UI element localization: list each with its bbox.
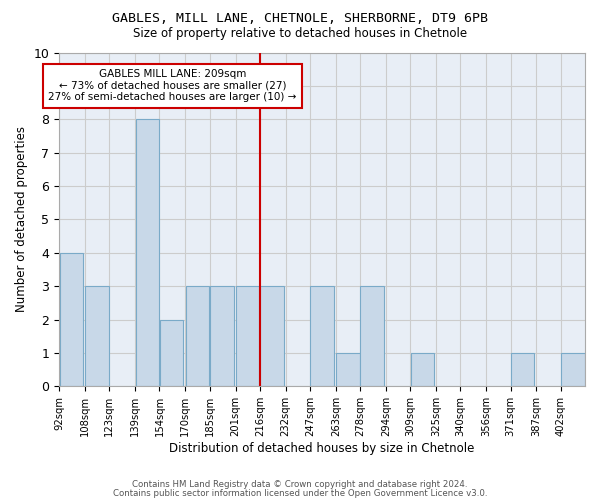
Y-axis label: Number of detached properties: Number of detached properties <box>15 126 28 312</box>
Bar <box>260 286 284 386</box>
Bar <box>410 353 434 386</box>
Bar <box>59 253 83 386</box>
Bar <box>160 320 184 386</box>
Text: Contains public sector information licensed under the Open Government Licence v3: Contains public sector information licen… <box>113 488 487 498</box>
X-axis label: Distribution of detached houses by size in Chetnole: Distribution of detached houses by size … <box>169 442 475 455</box>
Bar <box>236 286 259 386</box>
Bar <box>561 353 584 386</box>
Bar <box>136 120 159 386</box>
Text: GABLES, MILL LANE, CHETNOLE, SHERBORNE, DT9 6PB: GABLES, MILL LANE, CHETNOLE, SHERBORNE, … <box>112 12 488 26</box>
Bar <box>336 353 360 386</box>
Bar <box>310 286 334 386</box>
Text: GABLES MILL LANE: 209sqm
← 73% of detached houses are smaller (27)
27% of semi-d: GABLES MILL LANE: 209sqm ← 73% of detach… <box>48 69 296 102</box>
Bar <box>210 286 233 386</box>
Bar <box>85 286 109 386</box>
Bar <box>511 353 535 386</box>
Text: Size of property relative to detached houses in Chetnole: Size of property relative to detached ho… <box>133 28 467 40</box>
Bar <box>361 286 384 386</box>
Bar <box>186 286 209 386</box>
Text: Contains HM Land Registry data © Crown copyright and database right 2024.: Contains HM Land Registry data © Crown c… <box>132 480 468 489</box>
